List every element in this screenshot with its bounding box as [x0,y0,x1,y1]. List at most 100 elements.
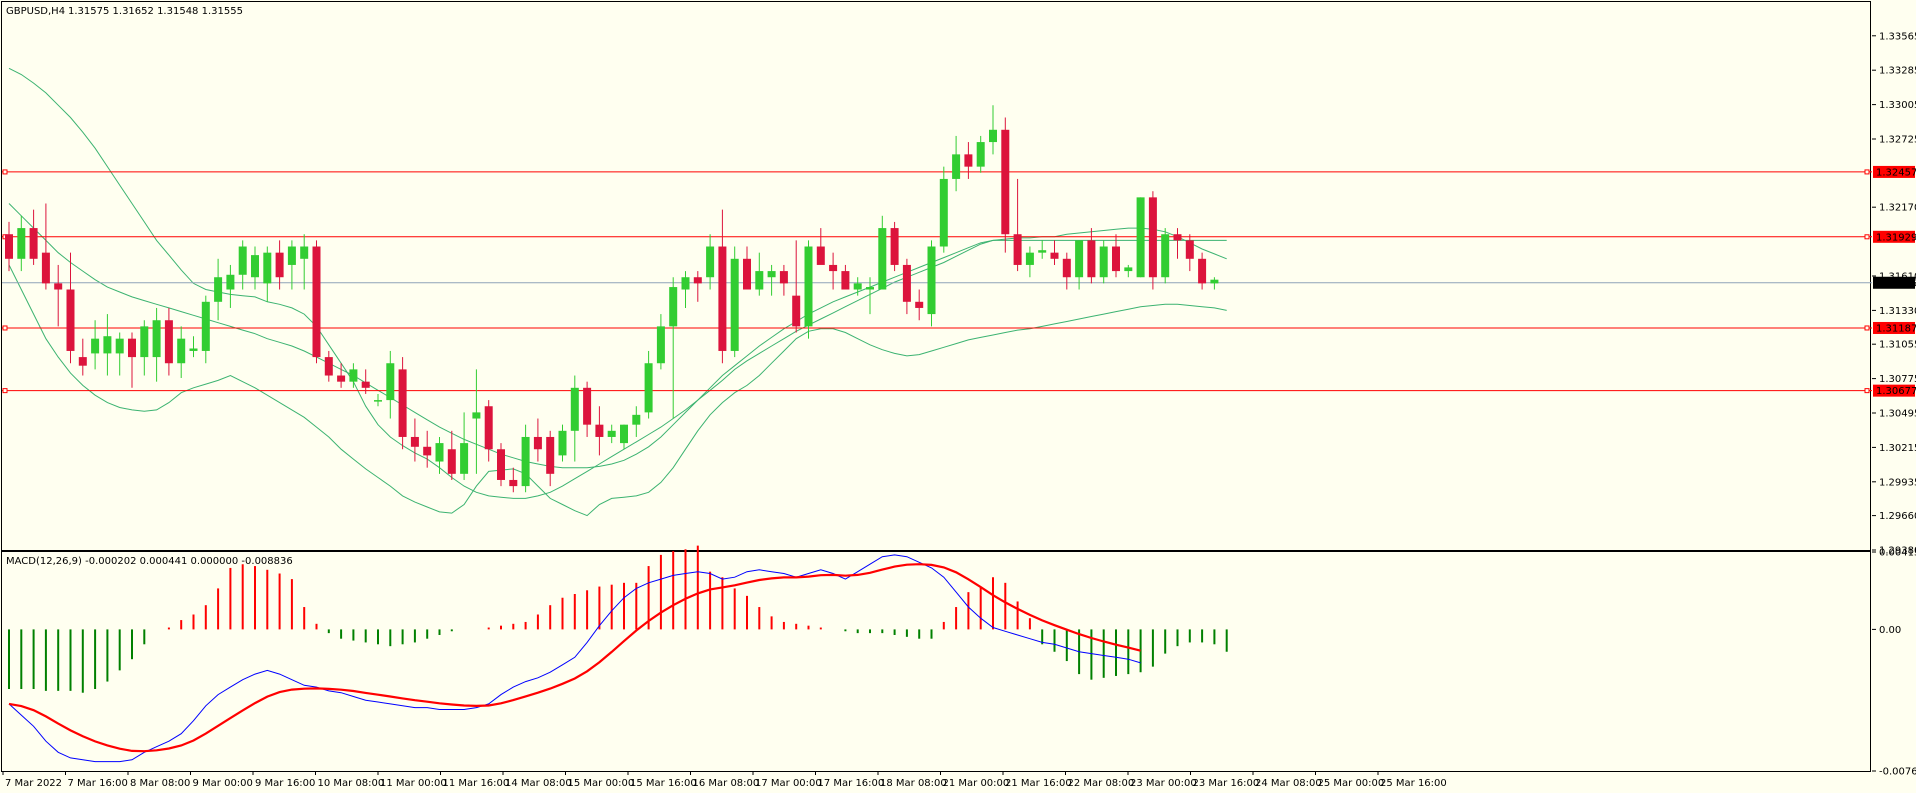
price-tick-label: 1.32170 [1879,203,1916,214]
level-handle-left [2,388,8,394]
candle-body-bull [91,338,100,354]
time-tick-label: 21 Mar 16:00 [1005,778,1072,789]
candle-body-bull [226,274,235,290]
candle-body-bear [324,357,333,376]
candle-body-bear [829,264,838,272]
candle-body-bear [128,338,136,358]
candle-body-bull [103,336,112,354]
horizontal-levels [2,169,1872,394]
candle-body-bull [374,400,382,402]
candle-body-bear [312,246,321,358]
candle-body-bull [730,258,739,351]
time-tick-label: 21 Mar 00:00 [943,778,1010,789]
price-tick-label: 1.32725 [1879,135,1916,146]
candle-body-bear [447,449,456,474]
candle-body-bear [1112,246,1120,272]
candle-body-bull [1210,279,1219,284]
bid-price-tag [1873,276,1915,289]
candle-body-bear [1185,240,1194,259]
candle-body-bull [386,363,395,401]
time-tick-label: 23 Mar 16:00 [1193,778,1260,789]
candle-body-bull [214,277,223,302]
candle-body-bull [767,271,776,278]
candle-body-bull [706,246,715,278]
level-handle-left [2,325,8,331]
candle-body-bull [656,326,665,364]
time-tick-label: 16 Mar 08:00 [693,778,760,789]
candle-body-bear [583,387,592,425]
candle-body-bull [755,271,764,290]
candle-body-bull [939,178,948,247]
candle-body-bear [41,252,50,284]
bid-price-label: 1.31555 [1876,278,1916,289]
candle-body-bull [177,338,186,364]
candle-body-bear [1173,234,1182,241]
macd-tick-label: 0.00 [1879,625,1901,636]
candle-body-bull [607,430,616,437]
time-tick-label: 9 Mar 00:00 [193,778,253,789]
candle-body-bull [1161,234,1170,278]
candle-body-bull [570,387,579,431]
candle-body-bear [1001,129,1010,235]
candle-body-bull [521,436,530,487]
candle-body-bull [140,326,149,358]
level-price-label: 1.32457 [1876,167,1916,178]
candle-body-bull [251,255,259,278]
time-axis: 7 Mar 2022 7 Mar 16:00 8 Mar 08:00 9 Mar 00… [2,771,1447,789]
candle-body-bull [287,246,296,265]
candle-body-bear [1087,240,1096,278]
candle-body-bear [1198,258,1207,284]
candle-body-bear [779,271,788,284]
candles [5,105,1219,493]
candle-body-bear [337,375,346,382]
candle-body-bull [152,320,161,358]
level-handle-right [1864,234,1870,240]
price-tick-label: 1.30495 [1879,409,1916,420]
level-price-label: 1.31929 [1876,232,1916,243]
candle-body-bear [497,449,505,480]
candle-body-bear [902,264,911,302]
candle-body-bear [964,154,973,167]
candle-body-bull [669,287,678,327]
candle-body-bear [1062,258,1071,278]
bollinger-bands [8,67,1227,517]
candle-body-bear [54,283,63,290]
candle-body-bear [509,479,518,487]
candle-body-bear [595,424,604,437]
candle-body-bull [632,414,641,425]
time-tick-label: 18 Mar 08:00 [880,778,947,789]
price-axis: 1.32457 1.31929 1.31187 1.30677 1.31555 1.335… [1872,31,1916,557]
candle-body-bear [1013,234,1022,265]
level-price-label: 1.30677 [1876,386,1916,397]
candle-body-bear [533,436,542,450]
candle-body-bull [349,369,358,382]
price-tick-label: 1.33285 [1879,66,1916,77]
candle-body-bull [853,283,862,290]
candle-body-bull [866,287,874,290]
candle-body-bull [189,348,198,351]
macd-line [8,554,1141,763]
time-tick-label: 14 Mar 08:00 [505,778,572,789]
candle-body-bull [620,424,628,444]
candle-body-bear [1050,252,1059,259]
time-tick-label: 24 Mar 08:00 [1255,778,1322,789]
price-panel-frame [1,1,1871,551]
level-price-tag [1873,165,1915,178]
candle-body-bull [681,277,690,290]
candle-body-bull [201,301,210,351]
candle-body-bull [1025,252,1034,265]
candle-body-bear [841,271,850,290]
candle-body-bull [1099,246,1108,278]
candle-body-bull [1038,250,1047,253]
candle-body-bear [275,252,284,278]
candle-body-bull [644,363,653,413]
candle-body-bear [718,246,727,351]
time-tick-label: 22 Mar 08:00 [1068,778,1135,789]
candle-body-bull [878,228,887,290]
candle-body-bull [1124,267,1133,272]
time-tick-label: 10 Mar 08:00 [318,778,385,789]
candle-body-bull [238,246,247,275]
candle-body-bull [804,246,813,327]
